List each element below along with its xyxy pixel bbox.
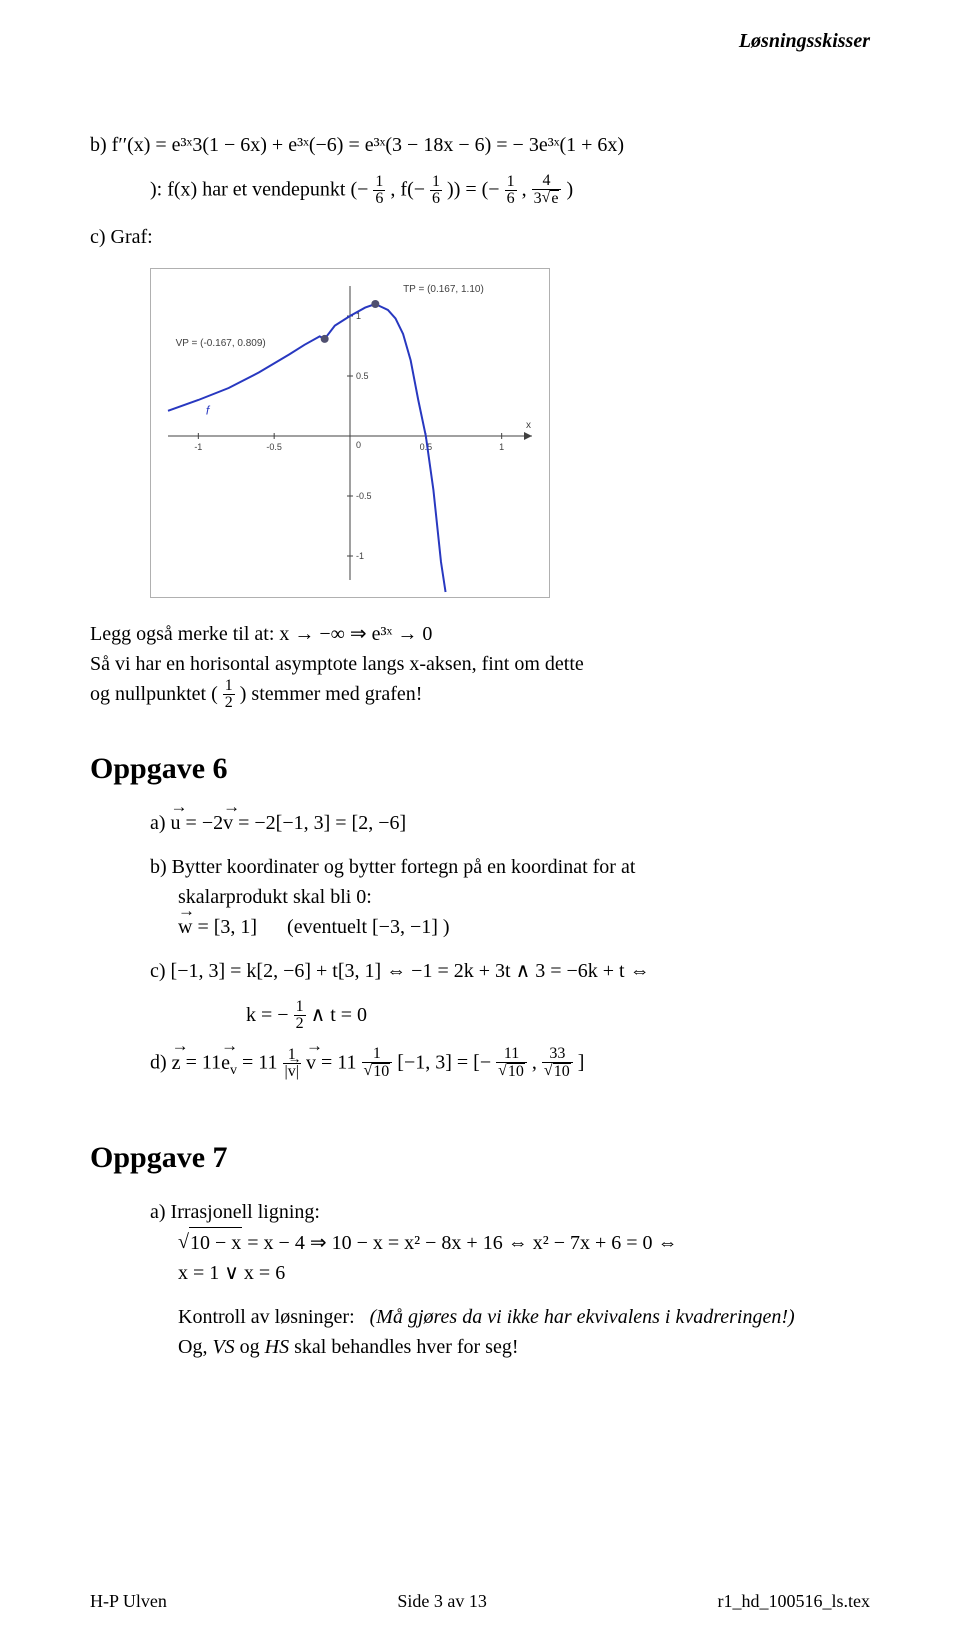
frac-1-6-a: 16 xyxy=(373,174,385,207)
svg-text:1: 1 xyxy=(499,442,504,452)
frac-1-6-c: 16 xyxy=(505,174,517,207)
o6-a: a) u = −2v = −2[−1, 3] = [2, −6] xyxy=(150,808,870,838)
o6-d: d) z = 11ev = 11 1|v| v = 11 110 [−1, 3]… xyxy=(150,1047,870,1081)
b-tp-prefix: ): f(x) har et vendepunkt (− xyxy=(150,179,368,201)
frac-1-2-null: 12 xyxy=(223,678,235,711)
footer-left: H-P Ulven xyxy=(90,1591,167,1612)
graph-container: x-1-0.50.51-1-0.50.510fTP = (0.167, 1.10… xyxy=(150,268,870,603)
b-tp-suffix: ) xyxy=(566,179,573,201)
sqrt-10mx: 10 − x xyxy=(178,1227,242,1258)
o6-c: c) [−1, 3] = k[2, −6] + t[3, 1] ⇔ −1 = 2… xyxy=(150,956,870,986)
o7-a2: 10 − x = x − 4 ⇒ 10 − x = x² − 8x + 16 ⇔… xyxy=(178,1227,870,1258)
o7-a1: a) Irrasjonell ligning: xyxy=(150,1197,870,1227)
after-graph-2: Så vi har en horisontal asymptote langs … xyxy=(90,649,870,679)
oppgave7-heading: Oppgave 7 xyxy=(90,1141,870,1175)
svg-text:0.5: 0.5 xyxy=(356,371,369,381)
page-footer: H-P Ulven Side 3 av 13 r1_hd_100516_ls.t… xyxy=(90,1591,870,1612)
svg-text:0.5: 0.5 xyxy=(420,442,433,452)
o6-b2: skalarprodukt skal bli 0: xyxy=(178,882,870,912)
frac-den-3: 3 xyxy=(534,190,542,207)
b-second-derivative: b) f′′(x) = e³ˣ3(1 − 6x) + e³ˣ(−6) = e³ˣ… xyxy=(90,130,870,160)
frac-1-6-b: 16 xyxy=(430,174,442,207)
o6-c-k: k = − 12 ∧ t = 0 xyxy=(246,1000,870,1033)
frac-1-2-k: 12 xyxy=(294,999,306,1032)
sqrt10-b: 10 xyxy=(498,1063,525,1080)
o7-k1: Kontroll av løsninger: (Må gjøres da vi … xyxy=(178,1302,870,1332)
sqrt10-c: 10 xyxy=(544,1063,571,1080)
o6-b3: w = [3, 1] (eventuelt [−3, −1] ) xyxy=(178,912,870,942)
ag3-a: og nullpunktet ( xyxy=(90,683,223,705)
svg-text:TP = (0.167, 1.10): TP = (0.167, 1.10) xyxy=(403,284,484,295)
svg-text:-1: -1 xyxy=(194,442,202,452)
after-graph-3: og nullpunktet ( 12 ) stemmer med grafen… xyxy=(90,679,870,712)
o6ck-prefix: k = − xyxy=(246,1004,294,1026)
footer-right: r1_hd_100516_ls.tex xyxy=(717,1591,870,1612)
o7-a3: x = 1 ∨ x = 6 xyxy=(178,1258,870,1288)
vec-v2: v xyxy=(306,1048,316,1078)
c-graf-label: c) Graf: xyxy=(90,222,870,252)
o6-b1: b) Bytter koordinater og bytter fortegn … xyxy=(150,852,870,882)
oppgave6-heading: Oppgave 6 xyxy=(90,752,870,786)
vec-z: z xyxy=(172,1048,181,1078)
vec-w: w xyxy=(178,912,192,942)
b-tp-mid2: )) = (− xyxy=(447,179,500,201)
svg-text:0: 0 xyxy=(356,440,361,450)
vec-ev: ev xyxy=(221,1048,237,1081)
page-header-right: Løsningsskisser xyxy=(739,30,870,53)
after-graph-1: Legg også merke til at: x → −∞ ⇒ e³ˣ → 0 xyxy=(90,619,870,649)
vec-v: v xyxy=(223,808,233,838)
frac-1-over-absv: 1|v| xyxy=(283,1047,301,1080)
o6ck-suffix: ∧ t = 0 xyxy=(311,1004,367,1026)
b-tp-mid3: , xyxy=(522,179,532,201)
frac-4-3sqrte: 4 3e xyxy=(532,173,562,207)
svg-text:-0.5: -0.5 xyxy=(266,442,282,452)
o7-k2: Og, VS og HS skal behandles hver for seg… xyxy=(178,1332,870,1362)
frac-11-sqrt10: 1110 xyxy=(496,1046,527,1080)
svg-text:-1: -1 xyxy=(356,551,364,561)
sqrt-e: e xyxy=(542,190,560,207)
b-turning-point: ): f(x) har et vendepunkt (− 16 , f(− 16… xyxy=(150,174,870,208)
svg-text:-0.5: -0.5 xyxy=(356,491,372,501)
sqrt10-a: 10 xyxy=(364,1063,391,1080)
o7-a2b: = x − 4 ⇒ 10 − x = x² − 8x + 16 ⇔ x² − 7… xyxy=(247,1232,677,1254)
ag3-b: ) stemmer med grafen! xyxy=(240,683,423,705)
svg-text:VP = (-0.167, 0.809): VP = (-0.167, 0.809) xyxy=(176,338,266,349)
function-chart: x-1-0.50.51-1-0.50.510fTP = (0.167, 1.10… xyxy=(150,268,550,598)
b-tp-mid1: , f(− xyxy=(390,179,425,201)
svg-text:x: x xyxy=(526,420,531,431)
vec-v-abs: v xyxy=(288,1064,296,1080)
footer-center: Side 3 av 13 xyxy=(397,1591,487,1612)
frac-33-sqrt10: 3310 xyxy=(542,1046,573,1080)
vec-u: u xyxy=(171,808,181,838)
frac-1-over-sqrt10: 110 xyxy=(362,1046,393,1080)
